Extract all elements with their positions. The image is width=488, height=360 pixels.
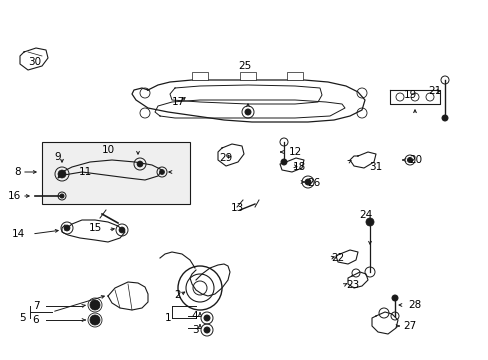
Bar [240,72,256,80]
Text: 15: 15 [88,223,102,233]
Text: 30: 30 [28,57,41,67]
Text: 31: 31 [368,162,382,172]
Text: 28: 28 [407,300,421,310]
Text: 6: 6 [33,315,39,325]
Text: 29: 29 [219,153,232,163]
Text: 21: 21 [427,86,441,96]
Circle shape [64,225,70,231]
Text: 3: 3 [191,325,198,335]
FancyBboxPatch shape [42,142,190,204]
Text: 20: 20 [408,155,422,165]
Circle shape [281,159,286,165]
Circle shape [159,170,164,175]
Circle shape [365,218,373,226]
Text: 16: 16 [7,191,20,201]
Text: 25: 25 [238,61,251,71]
Circle shape [90,315,100,325]
Text: 22: 22 [331,253,344,263]
Circle shape [119,227,125,233]
Text: 23: 23 [346,280,359,290]
Text: 14: 14 [11,229,24,239]
Text: 18: 18 [292,162,305,172]
Circle shape [203,315,209,321]
Circle shape [203,327,209,333]
Text: 4: 4 [191,311,198,321]
Text: 19: 19 [403,90,416,100]
Text: 10: 10 [101,145,114,155]
Circle shape [244,109,250,115]
Bar [286,72,303,80]
Text: 11: 11 [78,167,91,177]
Text: 9: 9 [55,152,61,162]
Text: 7: 7 [33,301,39,311]
Text: 8: 8 [15,167,21,177]
Text: 24: 24 [359,210,372,220]
Circle shape [137,161,142,167]
Circle shape [407,158,412,162]
Circle shape [60,194,64,198]
Text: 2: 2 [174,290,181,300]
Text: 13: 13 [230,203,243,213]
Circle shape [90,300,100,310]
Text: 5: 5 [19,313,25,323]
Circle shape [305,179,310,185]
Text: 1: 1 [164,313,171,323]
Text: 27: 27 [403,321,416,331]
Text: 17: 17 [171,97,184,107]
Text: 26: 26 [307,178,320,188]
Circle shape [441,115,447,121]
Circle shape [391,295,397,301]
Text: 12: 12 [288,147,301,157]
Bar [192,72,207,80]
Circle shape [58,170,66,178]
